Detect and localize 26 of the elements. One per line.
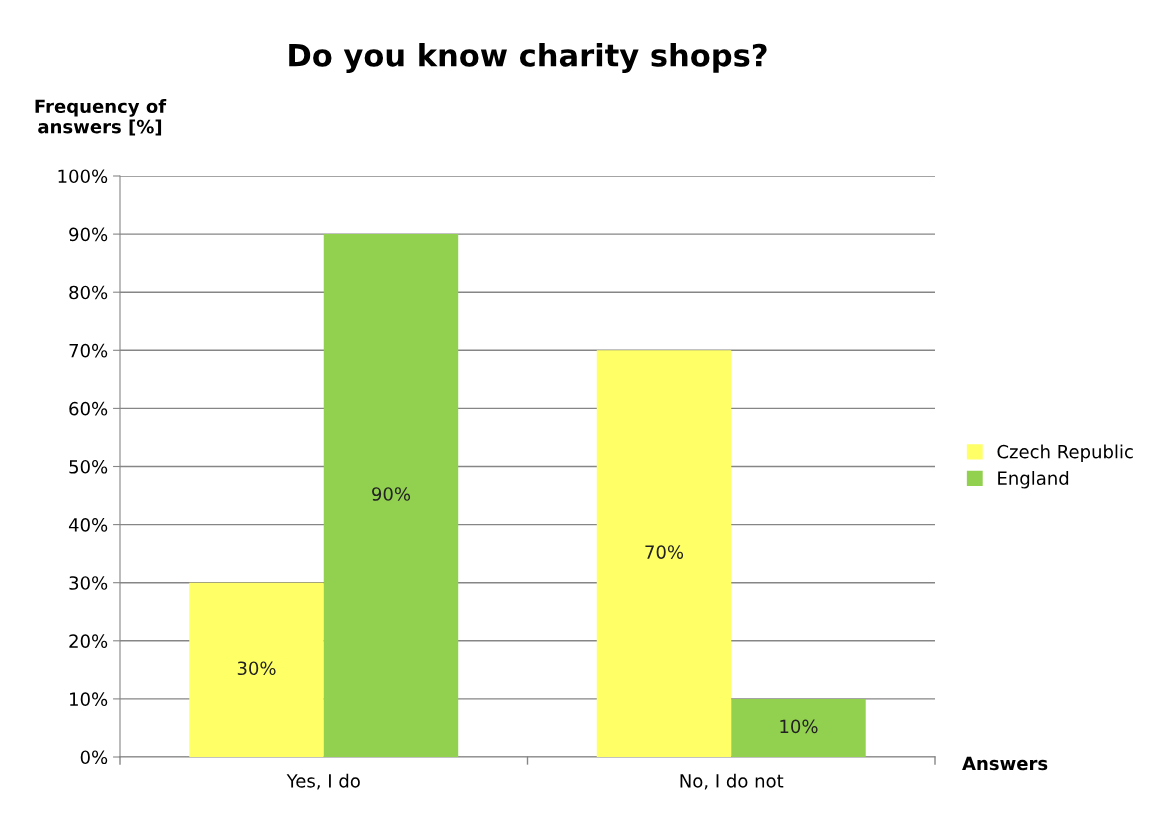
y-tick-label: 50% xyxy=(69,459,108,474)
y-tick-label: 20% xyxy=(69,634,108,648)
data-label: 70% xyxy=(645,545,684,559)
y-tick-label: 70% xyxy=(69,343,108,358)
legend-label: England xyxy=(998,471,1069,489)
bar xyxy=(189,582,324,757)
legend-label: Czech Republic xyxy=(997,444,1133,462)
x-tick-label: No, I do not xyxy=(680,773,784,790)
y-axis-title: Frequency of answers [%] xyxy=(35,99,167,136)
x-tick-label: Yes, I do xyxy=(286,773,360,790)
bar xyxy=(323,234,459,757)
y-tick-label: 30% xyxy=(69,576,108,590)
bar xyxy=(731,698,866,757)
y-tick-label: 10% xyxy=(70,692,108,707)
y-tick-label: 80% xyxy=(69,285,108,300)
data-label: 10% xyxy=(780,719,818,734)
y-tick-label: 0% xyxy=(80,750,108,765)
data-label: 90% xyxy=(372,487,411,501)
y-tick-label: 40% xyxy=(68,518,108,532)
x-axis-title: Answers xyxy=(962,756,1048,771)
y-tick-label: 100% xyxy=(58,169,108,184)
y-tick-label: 90% xyxy=(69,227,108,242)
y-tick-label: 60% xyxy=(69,401,108,416)
chart-title: Do you know charity shops? xyxy=(289,43,767,73)
bar xyxy=(596,350,732,757)
data-label: 30% xyxy=(237,661,276,676)
